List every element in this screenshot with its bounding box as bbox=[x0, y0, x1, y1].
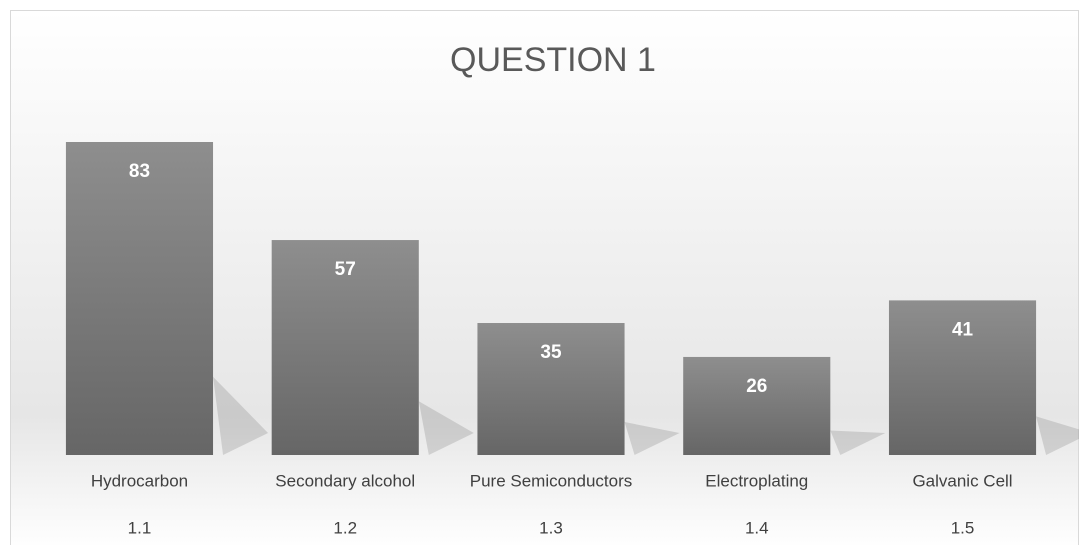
data-label: 83 bbox=[129, 161, 150, 182]
x-tick-label: Galvanic Cell bbox=[912, 471, 1012, 490]
bar-shadow bbox=[830, 430, 886, 455]
data-label: 35 bbox=[540, 342, 562, 363]
data-label: 57 bbox=[335, 259, 356, 280]
x-group-label: 1.1 bbox=[128, 518, 152, 537]
x-tick-label: Secondary alcohol bbox=[275, 471, 415, 490]
bar-shadow bbox=[418, 401, 474, 455]
data-label: 41 bbox=[952, 319, 974, 340]
x-tick-label: Electroplating bbox=[705, 471, 808, 490]
x-group-label: 1.3 bbox=[539, 518, 563, 537]
bar-shadow bbox=[1036, 416, 1079, 455]
bar-shadow bbox=[213, 376, 269, 455]
chart-title: QUESTION 1 bbox=[450, 41, 656, 79]
bar bbox=[477, 323, 625, 455]
bar bbox=[271, 240, 419, 455]
x-tick-label: Hydrocarbon bbox=[91, 471, 188, 490]
x-group-label: 1.5 bbox=[951, 518, 975, 537]
x-group-label: 1.4 bbox=[745, 518, 769, 537]
bar bbox=[888, 300, 1037, 455]
bar bbox=[65, 142, 214, 455]
x-tick-label: Pure Semiconductors bbox=[470, 471, 633, 490]
data-label: 26 bbox=[746, 376, 767, 397]
x-group-label: 1.2 bbox=[333, 518, 357, 537]
bar bbox=[683, 356, 831, 455]
bar-shadow bbox=[624, 422, 680, 455]
